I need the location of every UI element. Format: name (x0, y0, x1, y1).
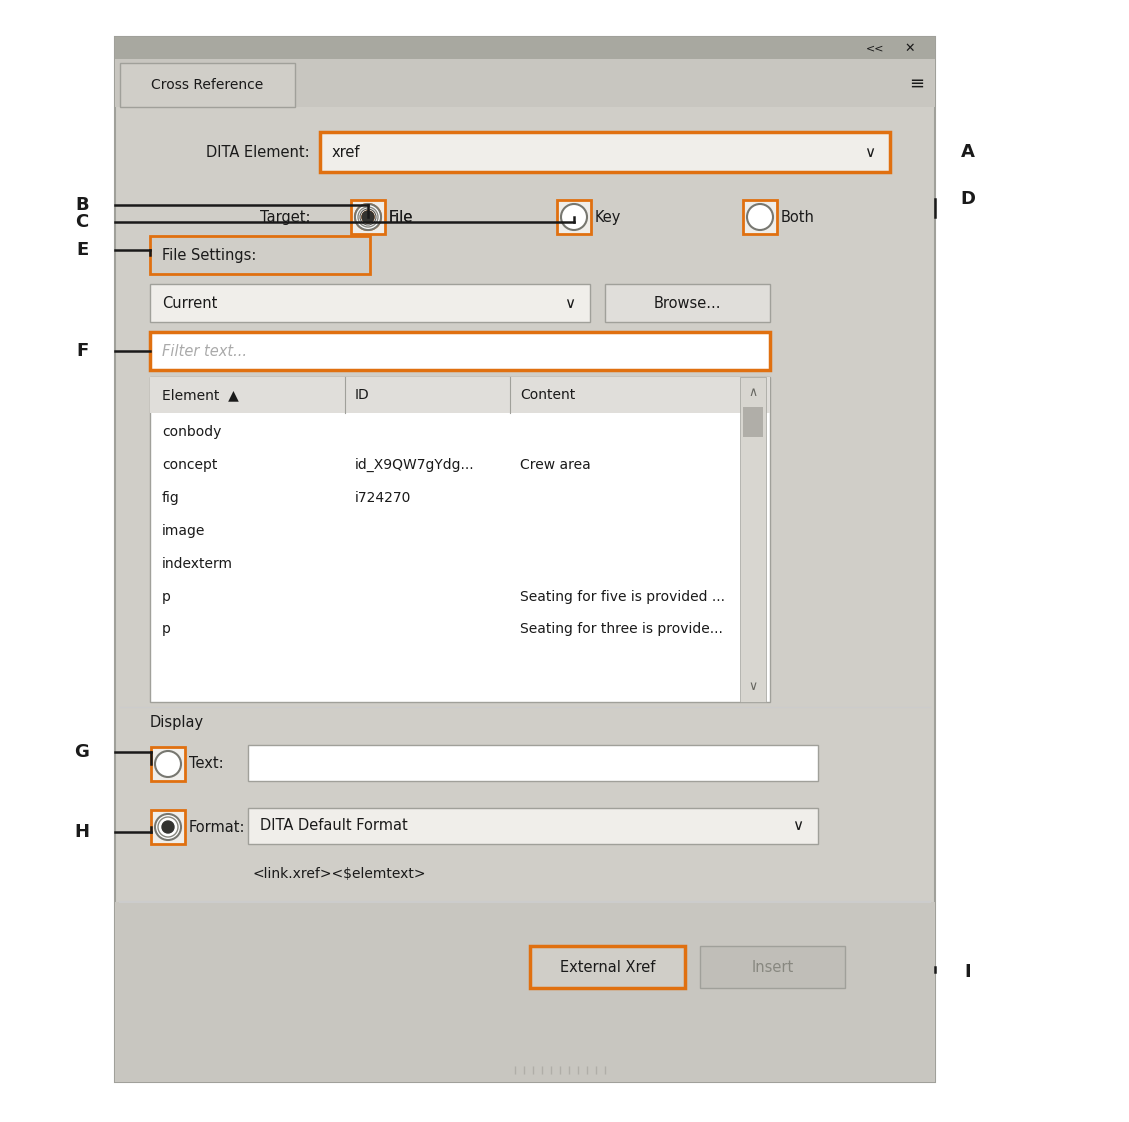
FancyBboxPatch shape (115, 37, 935, 59)
Text: xref: xref (332, 145, 360, 159)
Text: Insert: Insert (752, 959, 794, 975)
Circle shape (362, 211, 374, 223)
Text: concept: concept (161, 458, 218, 471)
Text: p: p (161, 623, 170, 636)
Text: p: p (161, 589, 170, 604)
FancyBboxPatch shape (739, 377, 765, 702)
Text: ∨: ∨ (749, 681, 758, 693)
FancyBboxPatch shape (530, 946, 685, 988)
Text: I: I (964, 963, 971, 981)
Text: indexterm: indexterm (161, 557, 233, 570)
Text: Seating for five is provided ...: Seating for five is provided ... (520, 589, 725, 604)
Text: G: G (75, 743, 89, 761)
FancyBboxPatch shape (151, 810, 185, 844)
Text: <link.xref><$elemtext>: <link.xref><$elemtext> (253, 867, 427, 881)
FancyBboxPatch shape (351, 200, 385, 234)
Text: i724270: i724270 (355, 490, 411, 505)
FancyBboxPatch shape (120, 63, 295, 107)
FancyBboxPatch shape (700, 946, 844, 988)
Circle shape (161, 821, 174, 833)
Text: Seating for three is provide...: Seating for three is provide... (520, 623, 723, 636)
Text: Both: Both (781, 210, 815, 224)
Text: Target:: Target: (260, 210, 310, 224)
Text: id_X9QW7gYdg...: id_X9QW7gYdg... (355, 458, 474, 471)
Text: Filter text...: Filter text... (161, 343, 247, 359)
FancyBboxPatch shape (248, 808, 819, 844)
Text: ∨: ∨ (564, 295, 576, 311)
FancyBboxPatch shape (320, 132, 890, 172)
Text: Content: Content (520, 388, 576, 402)
Text: conbody: conbody (161, 424, 221, 439)
FancyBboxPatch shape (248, 745, 819, 781)
Circle shape (561, 204, 587, 230)
Text: image: image (161, 524, 205, 537)
Text: External Xref: External Xref (560, 959, 655, 975)
FancyBboxPatch shape (743, 200, 777, 234)
Text: Browse...: Browse... (654, 295, 721, 311)
Text: A: A (961, 142, 975, 160)
FancyBboxPatch shape (150, 236, 370, 274)
FancyBboxPatch shape (115, 37, 935, 1082)
Text: DITA Element:: DITA Element: (207, 145, 310, 159)
Text: File: File (390, 210, 413, 224)
FancyBboxPatch shape (115, 59, 935, 107)
Circle shape (155, 813, 181, 840)
Text: Element  ▲: Element ▲ (161, 388, 238, 402)
Text: Text:: Text: (189, 756, 224, 772)
FancyBboxPatch shape (150, 377, 770, 702)
Text: Cross Reference: Cross Reference (151, 79, 264, 92)
Text: ID: ID (355, 388, 370, 402)
Text: ∨: ∨ (865, 145, 876, 159)
Text: F: F (76, 342, 88, 360)
FancyBboxPatch shape (150, 284, 590, 322)
Text: Display: Display (150, 715, 204, 729)
FancyBboxPatch shape (150, 332, 770, 370)
Text: H: H (75, 824, 89, 842)
FancyBboxPatch shape (151, 747, 185, 781)
FancyBboxPatch shape (115, 902, 935, 1082)
Text: ≡: ≡ (910, 75, 925, 93)
Text: Format:: Format: (189, 819, 245, 835)
Text: File Settings:: File Settings: (161, 248, 256, 263)
Text: B: B (76, 196, 89, 214)
Text: ∨: ∨ (793, 819, 804, 834)
Text: Current: Current (161, 295, 218, 311)
Circle shape (747, 204, 773, 230)
Circle shape (355, 204, 380, 230)
Text: C: C (76, 213, 88, 231)
FancyBboxPatch shape (743, 407, 763, 436)
Text: Crew area: Crew area (520, 458, 590, 471)
FancyBboxPatch shape (150, 377, 770, 413)
Circle shape (155, 751, 181, 778)
FancyBboxPatch shape (557, 200, 590, 234)
Text: ∧: ∧ (749, 386, 758, 398)
Text: <<: << (866, 43, 884, 53)
Text: D: D (961, 190, 975, 208)
FancyBboxPatch shape (605, 284, 770, 322)
Text: E: E (76, 241, 88, 259)
Text: File: File (390, 210, 413, 224)
Circle shape (362, 211, 374, 223)
Circle shape (355, 204, 380, 230)
Text: fig: fig (161, 490, 180, 505)
Text: DITA Default Format: DITA Default Format (260, 819, 408, 834)
Text: ✕: ✕ (904, 42, 916, 55)
Text: Key: Key (595, 210, 621, 224)
